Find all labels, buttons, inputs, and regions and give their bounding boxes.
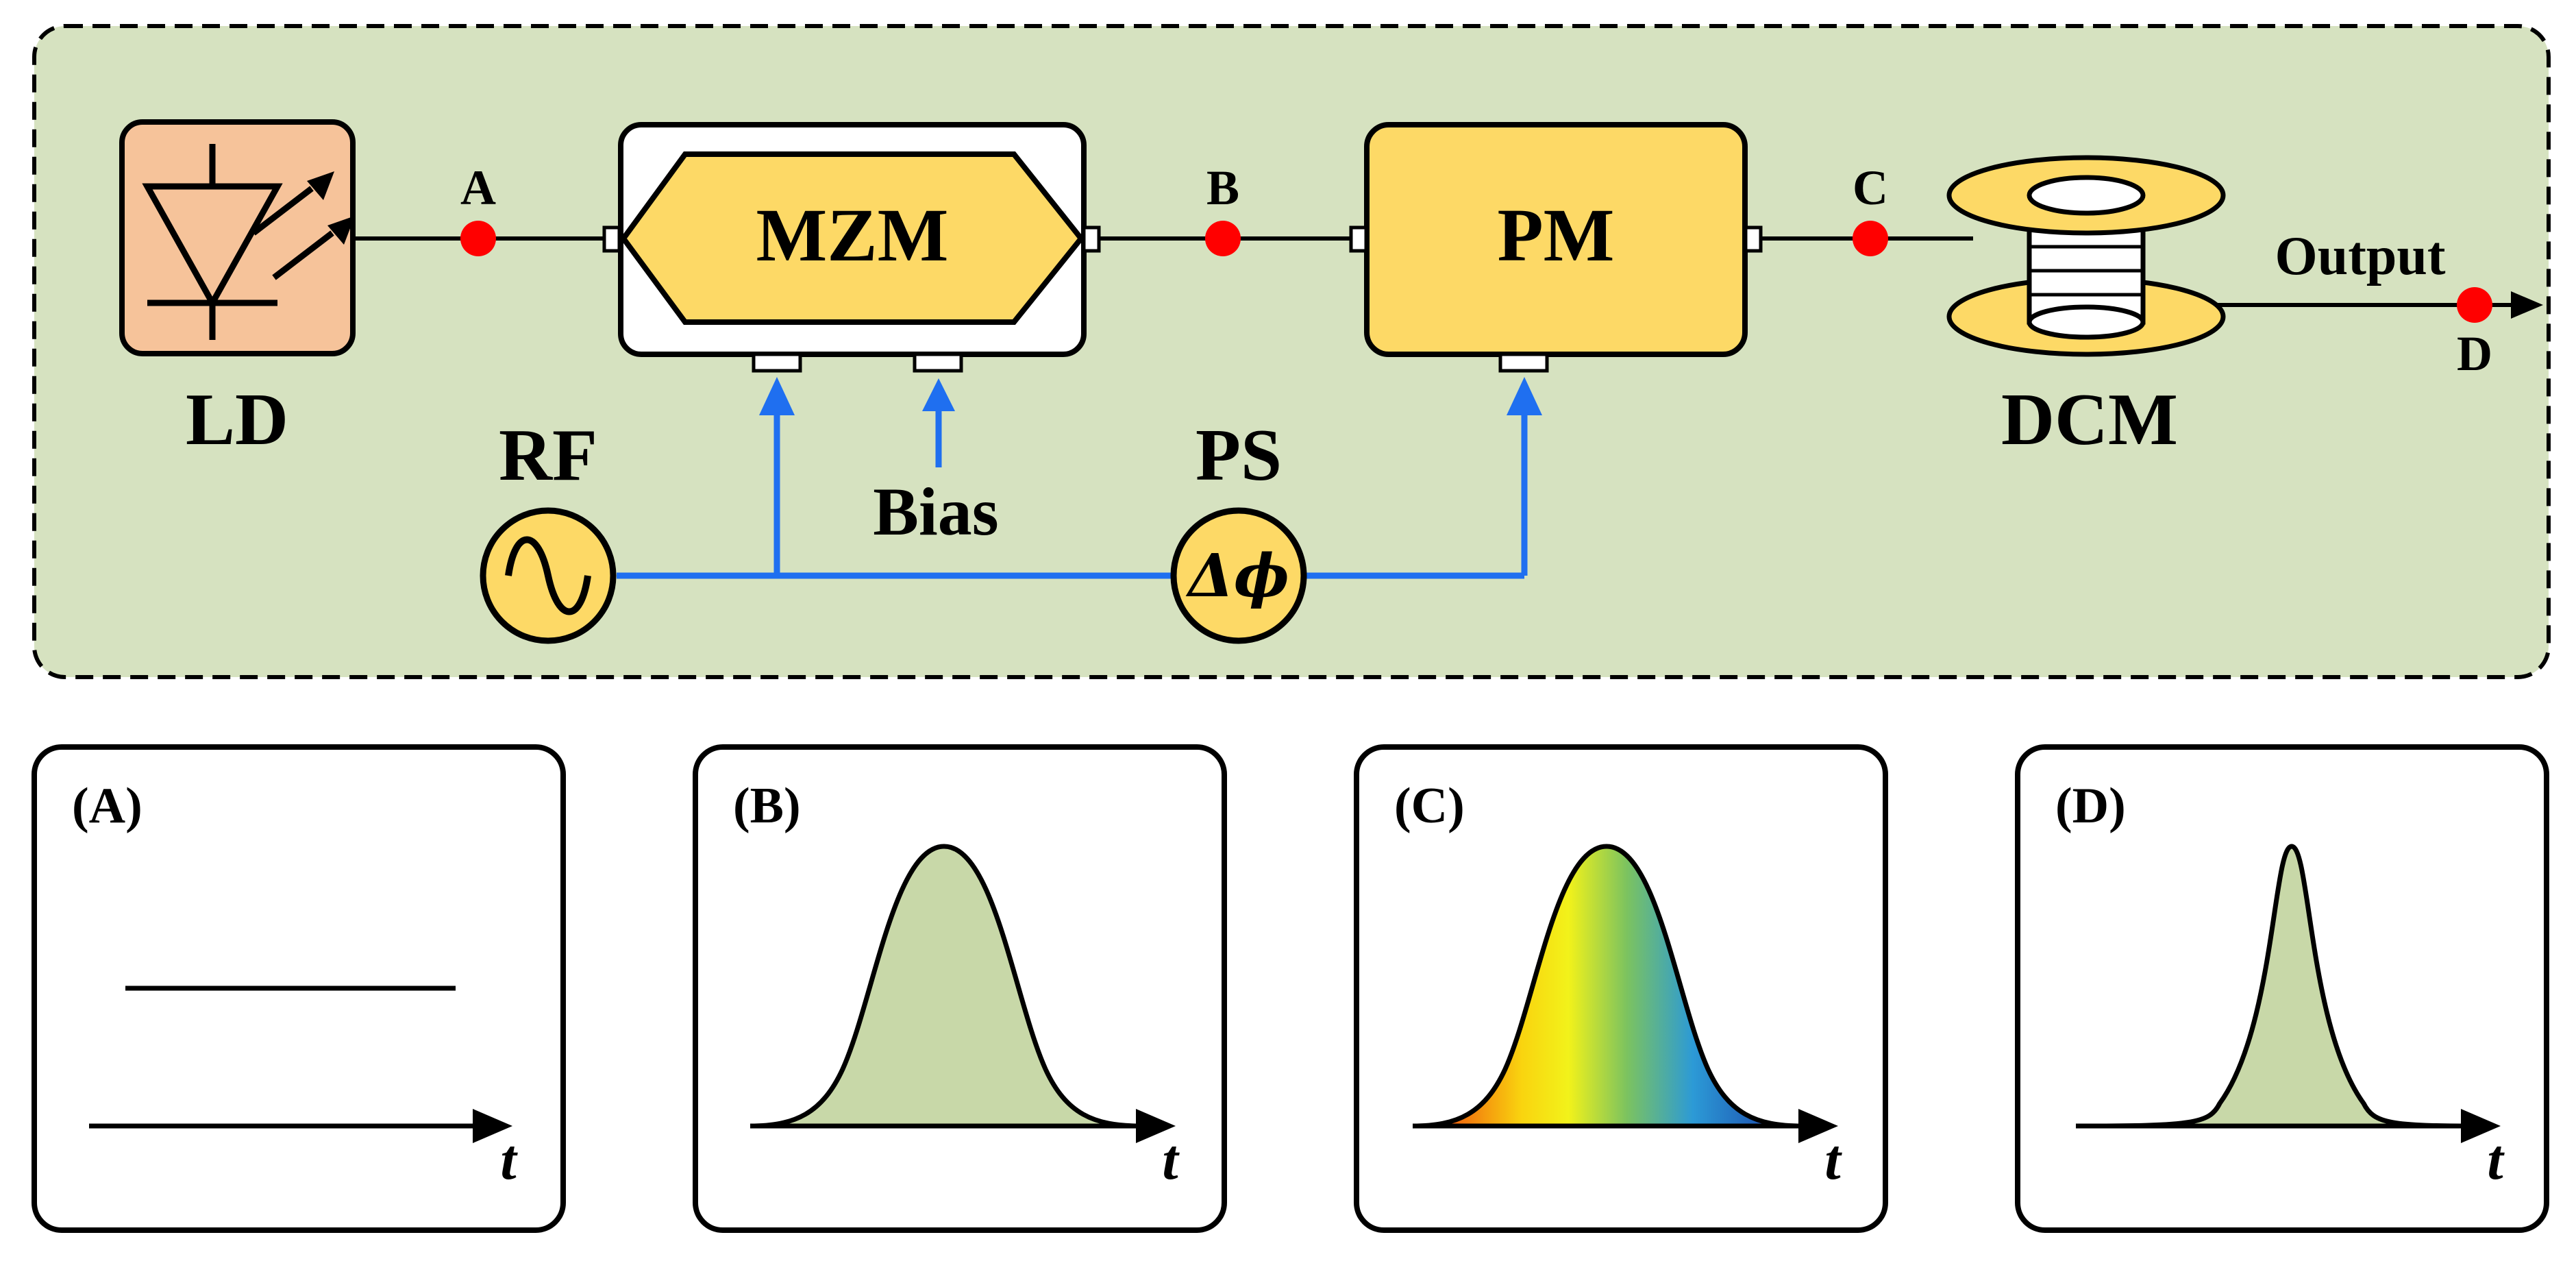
node-b [1205,221,1241,256]
output-label: Output [2275,226,2446,286]
gaussian-pulse [750,844,1141,1129]
rf-label: RF [499,415,597,496]
ps-label: PS [1196,415,1282,496]
panel-b-axis-label: t [1162,1128,1180,1192]
panel-d: (D) t [2015,744,2549,1233]
time-axis-arrowhead [1798,1109,1838,1143]
phase-shift-symbol: Δϕ [1185,541,1289,611]
rf-source [480,507,617,644]
phase-modulator [1349,122,1763,373]
node-d [2457,287,2492,323]
node-c [1853,221,1888,256]
ld-label: LD [186,379,288,461]
panel-a-axis-label: t [500,1128,518,1192]
sine-wave-icon [505,536,591,615]
panel-d-title: (D) [2055,778,2126,834]
dcm-fiber-spool-icon [1946,155,2226,357]
mzm-modulator [602,122,1101,373]
rf-arrowheads [759,377,1542,415]
panel-c-axis-label: t [1824,1128,1842,1192]
panel-d-axis-label: t [2487,1128,2505,1192]
compressed-pulse [2075,844,2481,1129]
node-b-label: B [1206,160,1239,215]
panel-b-title: (B) [733,778,801,834]
light-emission-arrows-icon [307,171,355,245]
node-a-label: A [460,160,496,215]
pm-label: PM [1497,193,1614,277]
laser-diode [119,119,356,356]
time-axis-arrowhead [473,1109,512,1143]
node-a [460,221,496,256]
mzm-label: MZM [756,193,948,277]
node-d-label: D [2457,326,2492,381]
phase-shifter [1170,507,1307,644]
node-c-label: C [1853,160,1888,215]
rf-electrical-path [617,411,1528,579]
dcm-label: DCM [2001,379,2178,461]
chirped-pulse [1412,844,1803,1129]
time-axis-arrowhead [1136,1109,1176,1143]
bias-label: Bias [873,474,998,550]
panel-a-title: (A) [72,778,143,834]
panel-a: (A) t [32,744,566,1233]
time-axis-arrowhead [2461,1109,2501,1143]
output-arrowhead [2511,291,2543,319]
panel-c-title: (C) [1394,778,1465,834]
panel-c: (C) t [1354,744,1888,1233]
panel-b: (B) t [693,744,1227,1233]
